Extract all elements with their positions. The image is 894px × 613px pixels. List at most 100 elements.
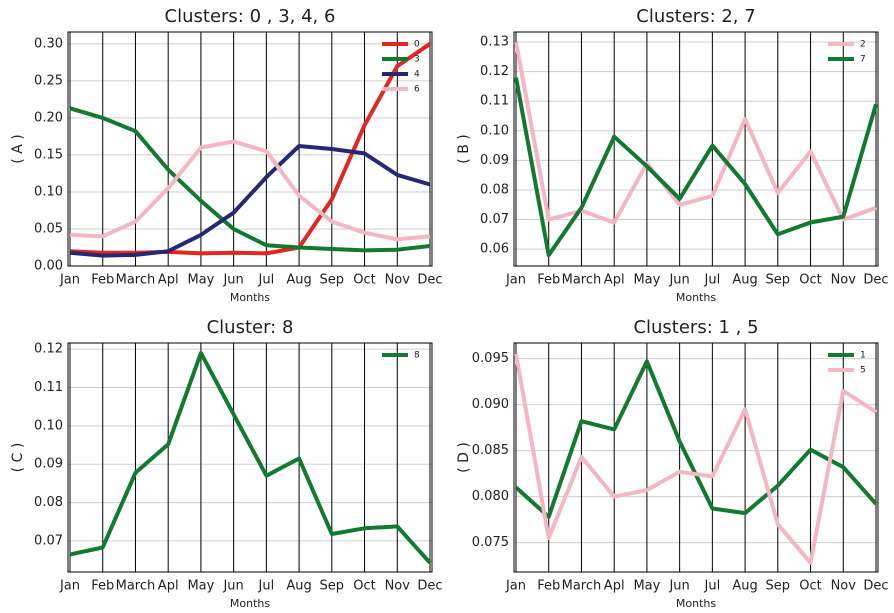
x-tick-label: Nov xyxy=(385,273,411,288)
series-line xyxy=(69,351,432,565)
x-tick-label: Dec xyxy=(417,579,442,594)
y-tick-label: 0.12 xyxy=(480,64,509,79)
series-line xyxy=(514,41,877,225)
y-tick-label: 0.08 xyxy=(480,182,509,197)
y-tick-label: 0.20 xyxy=(34,110,63,125)
x-tick-label: Sep xyxy=(766,273,791,288)
legend-label: 0 xyxy=(414,40,420,50)
x-tick-label: Apl xyxy=(158,273,179,288)
y-tick-label: 0.08 xyxy=(34,495,63,510)
x-tick-label: Dec xyxy=(863,579,888,594)
x-tick-label: Jun xyxy=(668,579,689,594)
y-axis-label: ( C ) xyxy=(10,443,26,473)
y-axis-label: ( A ) xyxy=(10,134,26,163)
x-tick-label: Dec xyxy=(417,273,442,288)
x-tick-label: Jan xyxy=(505,579,526,594)
x-tick-label: Aug xyxy=(286,273,311,288)
x-tick-label: March xyxy=(116,273,156,288)
x-tick-label: Jun xyxy=(222,273,243,288)
plot-frame xyxy=(513,31,879,267)
y-tick-label: 0.080 xyxy=(472,489,509,504)
chart-title: Clusters: 0 , 3, 4, 6 xyxy=(165,6,336,27)
x-tick-label: March xyxy=(116,579,156,594)
plot-frame xyxy=(513,342,879,573)
x-axis-label: Months xyxy=(676,597,716,610)
x-tick-label: Jun xyxy=(668,273,689,288)
chart-title: Cluster: 8 xyxy=(207,317,294,338)
y-tick-label: 0.30 xyxy=(34,36,63,51)
series-line xyxy=(514,77,878,258)
x-tick-label: Oct xyxy=(353,273,375,288)
x-tick-label: Jan xyxy=(59,579,80,594)
x-tick-label: Jul xyxy=(704,273,721,288)
y-tick-label: 0.07 xyxy=(480,212,509,227)
x-tick-label: Feb xyxy=(537,579,560,594)
legend-label: 3 xyxy=(414,55,420,65)
y-tick-label: 0.12 xyxy=(34,342,63,357)
subplot: Clusters: 0 , 3, 4, 6 0.00 0.05 0.10 0.15 0.2… xyxy=(10,6,443,304)
subplot: Clusters: 1 , 5 0.075 0.080 0.085 0.090 0.095… xyxy=(456,317,889,610)
x-tick-label: Apl xyxy=(604,273,625,288)
series-line xyxy=(69,139,431,242)
y-tick-label: 0.085 xyxy=(472,443,509,458)
x-tick-label: Sep xyxy=(320,579,345,594)
x-tick-label: Aug xyxy=(286,579,311,594)
plot-frame xyxy=(67,31,433,267)
x-tick-label: Nov xyxy=(385,579,411,594)
y-tick-label: 0.06 xyxy=(480,242,509,257)
legend-label: 7 xyxy=(860,55,866,65)
x-tick-label: Aug xyxy=(732,273,757,288)
x-tick-label: Oct xyxy=(799,273,821,288)
chart-title: Clusters: 1 , 5 xyxy=(633,317,758,338)
y-tick-label: 0.10 xyxy=(34,184,63,199)
x-tick-label: March xyxy=(562,579,602,594)
x-tick-label: May xyxy=(187,579,214,594)
x-axis-label: Months xyxy=(230,291,270,304)
subplot: Clusters: 2, 7 0.06 0.07 0.08 0.09 0.10 0.11 0.… xyxy=(456,6,889,304)
y-tick-label: 0.095 xyxy=(472,351,509,366)
legend-label: 5 xyxy=(860,366,866,376)
x-tick-label: May xyxy=(187,273,214,288)
y-tick-label: 0.00 xyxy=(34,259,63,274)
legend-label: 8 xyxy=(414,351,420,361)
subplot: Cluster: 8 0.07 0.08 0.09 0.10 0.11 0.12 Jan Feb… xyxy=(10,317,443,610)
x-tick-label: Feb xyxy=(91,579,114,594)
x-tick-label: March xyxy=(562,273,602,288)
x-tick-label: Jul xyxy=(704,579,721,594)
y-tick-label: 0.11 xyxy=(480,94,509,109)
series-line xyxy=(69,106,431,253)
legend-label: 4 xyxy=(414,70,420,80)
x-tick-label: Oct xyxy=(353,579,375,594)
y-axis-label: ( B ) xyxy=(456,134,472,163)
x-tick-label: Sep xyxy=(320,273,345,288)
y-tick-label: 0.10 xyxy=(34,418,63,433)
series-line xyxy=(514,353,878,565)
y-axis-label: ( D ) xyxy=(456,442,472,473)
y-tick-label: 0.07 xyxy=(34,533,63,548)
x-tick-label: Oct xyxy=(799,579,821,594)
x-tick-label: Apl xyxy=(604,579,625,594)
chart-title: Clusters: 2, 7 xyxy=(636,6,755,27)
x-tick-label: Jan xyxy=(505,273,526,288)
y-tick-label: 0.09 xyxy=(34,457,63,472)
x-tick-label: Jul xyxy=(258,273,275,288)
plot-frame xyxy=(67,342,433,573)
x-tick-label: May xyxy=(633,579,660,594)
y-tick-label: 0.13 xyxy=(480,35,509,50)
x-tick-label: Jan xyxy=(59,273,80,288)
y-tick-label: 0.25 xyxy=(34,73,63,88)
legend-label: 6 xyxy=(414,85,420,95)
y-tick-label: 0.15 xyxy=(34,147,63,162)
legend-label: 2 xyxy=(860,40,866,50)
x-tick-label: Dec xyxy=(863,273,888,288)
x-axis-label: Months xyxy=(230,597,270,610)
x-tick-label: Nov xyxy=(831,273,857,288)
x-tick-label: Aug xyxy=(732,579,757,594)
series-line xyxy=(69,42,432,256)
series-line xyxy=(69,144,431,258)
y-tick-label: 0.090 xyxy=(472,397,509,412)
x-tick-label: Feb xyxy=(91,273,114,288)
y-tick-label: 0.075 xyxy=(472,535,509,550)
x-tick-label: May xyxy=(633,273,660,288)
